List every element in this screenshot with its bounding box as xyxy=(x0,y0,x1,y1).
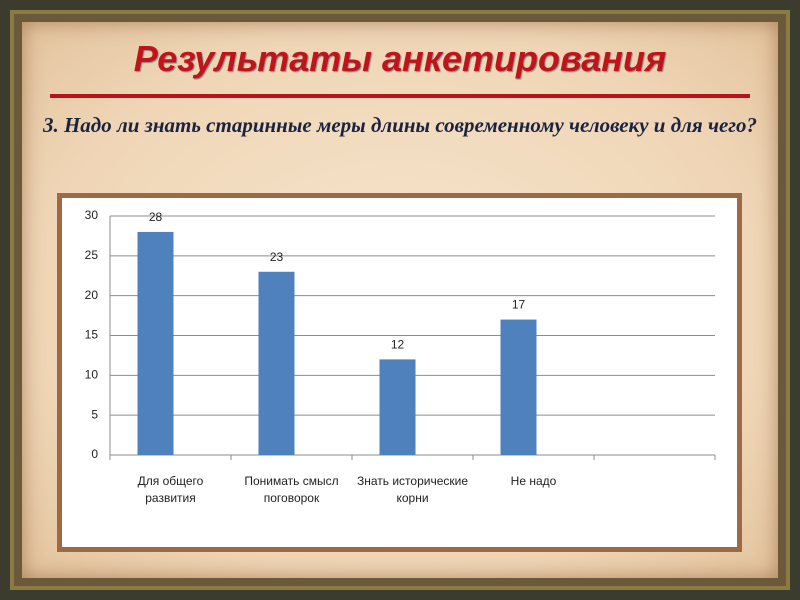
x-tick-label: Для общего развития xyxy=(137,474,204,505)
y-tick-label: 0 xyxy=(91,447,98,461)
data-label: 12 xyxy=(391,338,405,352)
bar xyxy=(500,319,537,455)
x-tick-label: Не надо xyxy=(510,474,557,488)
data-label: 28 xyxy=(149,210,163,224)
y-tick-label: 5 xyxy=(91,407,98,421)
y-tick-label: 15 xyxy=(85,328,99,342)
y-tick-label: 10 xyxy=(85,368,99,382)
y-tick-label: 20 xyxy=(85,288,99,302)
data-label: 17 xyxy=(512,298,526,312)
title: Результаты анкетирования xyxy=(133,38,667,79)
bar xyxy=(258,271,295,455)
y-tick-label: 30 xyxy=(85,208,99,222)
x-tick-label: Знать исторические корни xyxy=(356,474,469,505)
bar xyxy=(379,359,416,455)
x-tick-label: Понимать смысл поговорок xyxy=(244,474,339,505)
data-label: 23 xyxy=(270,250,284,264)
subtitle: 3. Надо ли знать старинные меры длины со… xyxy=(42,113,758,137)
y-tick-label: 25 xyxy=(85,248,99,262)
bar xyxy=(137,231,174,455)
title-rule xyxy=(50,94,750,98)
